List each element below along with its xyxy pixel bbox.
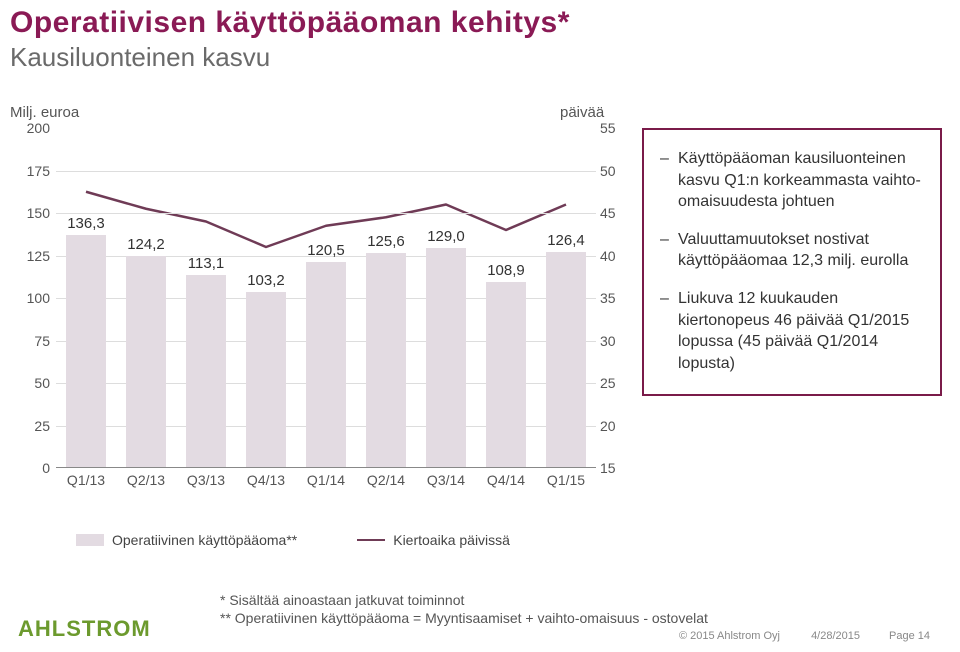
ytick-right: 40 xyxy=(600,248,632,264)
note-item: Liukuva 12 kuukauden kiertonopeus 46 päi… xyxy=(660,288,924,374)
line-swatch xyxy=(357,539,385,541)
bar xyxy=(546,252,586,467)
bar-swatch xyxy=(76,534,104,546)
x-category: Q2/13 xyxy=(127,472,165,488)
ytick-right: 25 xyxy=(600,375,632,391)
note-item: Valuuttamuutokset nostivat käyttöpääomaa… xyxy=(660,229,924,272)
logo: AHLSTROM xyxy=(18,616,151,642)
notes-list: Käyttöpääoman kausiluonteinen kasvu Q1:n… xyxy=(660,148,924,374)
x-category: Q3/13 xyxy=(187,472,225,488)
bar xyxy=(426,248,466,467)
x-category: Q3/14 xyxy=(427,472,465,488)
footer-page: Page 14 xyxy=(889,630,930,642)
bar-label: 120,5 xyxy=(296,242,356,259)
ytick-left: 175 xyxy=(16,163,50,179)
bar-label: 136,3 xyxy=(56,215,116,232)
ytick-right: 15 xyxy=(600,460,632,476)
bar xyxy=(186,275,226,467)
title-block: Operatiivisen käyttöpääoman kehitys* Kau… xyxy=(0,0,960,73)
ytick-left: 125 xyxy=(16,248,50,264)
grid-line xyxy=(56,171,596,172)
left-axis-title: Milj. euroa xyxy=(10,104,79,121)
footer-copyright: © 2015 Ahlstrom Oyj xyxy=(679,630,780,642)
ytick-left: 100 xyxy=(16,290,50,306)
ytick-right: 35 xyxy=(600,290,632,306)
page-subtitle: Kausiluonteinen kasvu xyxy=(10,42,960,73)
footer-date: 4/28/2015 xyxy=(811,630,860,642)
plot-area: 0255075100125150175200152025303540455055… xyxy=(56,128,596,468)
legend-bar-label: Operatiivinen käyttöpääoma** xyxy=(112,532,297,548)
bar-label: 129,0 xyxy=(416,228,476,245)
note-item: Käyttöpääoman kausiluonteinen kasvu Q1:n… xyxy=(660,148,924,213)
legend-item-line: Kiertoaika päivissä xyxy=(357,532,510,548)
ytick-right: 55 xyxy=(600,120,632,136)
ytick-right: 30 xyxy=(600,333,632,349)
bar-label: 126,4 xyxy=(536,232,596,249)
x-category: Q2/14 xyxy=(367,472,405,488)
notes-box: Käyttöpääoman kausiluonteinen kasvu Q1:n… xyxy=(642,128,942,396)
bar xyxy=(366,253,406,467)
footnote-a: * Sisältää ainoastaan jatkuvat toiminnot xyxy=(220,592,464,608)
bar-label: 125,6 xyxy=(356,233,416,250)
bar xyxy=(66,235,106,467)
bar xyxy=(486,282,526,467)
legend-line-label: Kiertoaika päivissä xyxy=(393,532,510,548)
ytick-left: 150 xyxy=(16,205,50,221)
right-axis-title: päivää xyxy=(560,104,604,121)
footnote-b: ** Operatiivinen käyttöpääoma = Myyntisa… xyxy=(220,610,708,626)
ytick-left: 0 xyxy=(16,460,50,476)
ytick-left: 75 xyxy=(16,333,50,349)
x-category: Q1/13 xyxy=(67,472,105,488)
grid-line xyxy=(56,213,596,214)
bar xyxy=(126,256,166,467)
bar-label: 108,9 xyxy=(476,262,536,279)
ytick-right: 20 xyxy=(600,418,632,434)
x-category: Q4/13 xyxy=(247,472,285,488)
ytick-right: 45 xyxy=(600,205,632,221)
page-title: Operatiivisen käyttöpääoman kehitys* xyxy=(10,6,960,40)
bar-label: 124,2 xyxy=(116,236,176,253)
chart: 0255075100125150175200152025303540455055… xyxy=(10,128,620,508)
x-category: Q1/15 xyxy=(547,472,585,488)
bar xyxy=(306,262,346,467)
ytick-left: 200 xyxy=(16,120,50,136)
bar-label: 103,2 xyxy=(236,272,296,289)
x-category: Q4/14 xyxy=(487,472,525,488)
ytick-left: 50 xyxy=(16,375,50,391)
bar-label: 113,1 xyxy=(176,255,236,272)
bar xyxy=(246,292,286,467)
x-category: Q1/14 xyxy=(307,472,345,488)
legend: Operatiivinen käyttöpääoma** Kiertoaika … xyxy=(76,532,510,548)
legend-item-bar: Operatiivinen käyttöpääoma** xyxy=(76,532,297,548)
ytick-right: 50 xyxy=(600,163,632,179)
ytick-left: 25 xyxy=(16,418,50,434)
